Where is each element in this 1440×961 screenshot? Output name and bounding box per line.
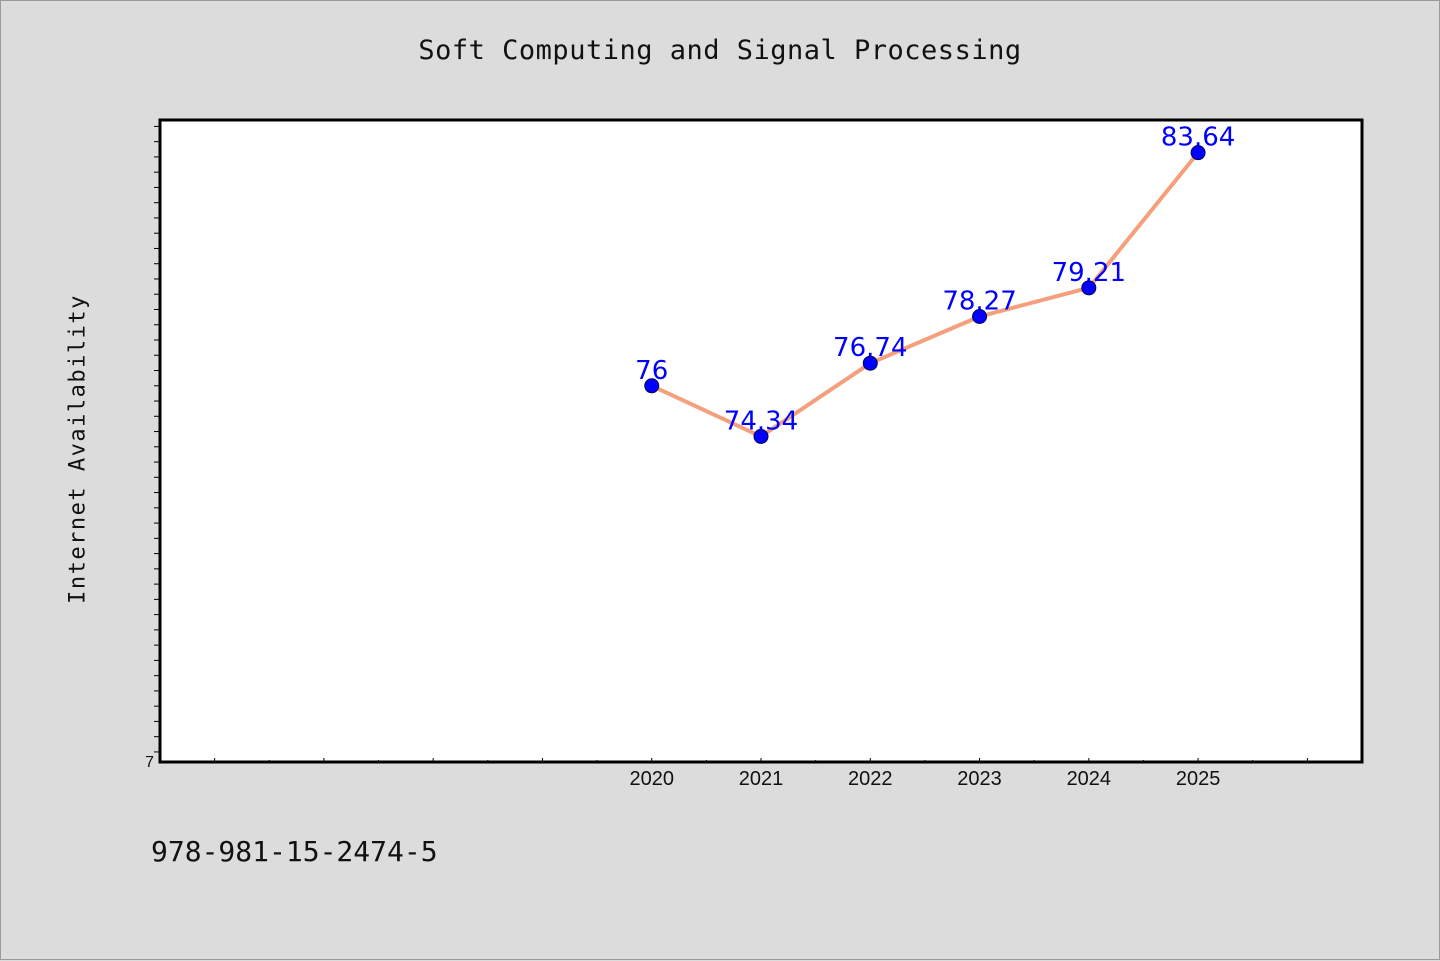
data-label: 76 — [635, 356, 668, 386]
x-tick-label: 2021 — [739, 768, 784, 790]
data-point — [972, 309, 988, 325]
data-point — [1190, 145, 1206, 161]
data-label: 79.21 — [1052, 258, 1126, 288]
y-tick-label: 7 — [145, 754, 154, 771]
series-line — [649, 150, 1201, 439]
data-point — [862, 355, 878, 371]
data-point — [753, 428, 769, 444]
data-label: 78.27 — [942, 287, 1016, 317]
x-tick-label: 2025 — [1176, 768, 1221, 790]
data-label: 76.74 — [833, 333, 907, 363]
x-tick-label: 2022 — [848, 768, 893, 790]
data-label: 83.64 — [1161, 123, 1235, 153]
x-tick-label: 2023 — [957, 768, 1002, 790]
x-tick-label: 2024 — [1067, 768, 1112, 790]
chart-title: Soft Computing and Signal Processing — [418, 35, 1022, 66]
x-tick-label: 2020 — [629, 768, 674, 790]
data-point — [644, 378, 660, 394]
data-point — [1081, 280, 1097, 296]
data-label: 74.34 — [724, 406, 798, 436]
isbn-footnote: 978-981-15-2474-5 — [151, 835, 438, 868]
